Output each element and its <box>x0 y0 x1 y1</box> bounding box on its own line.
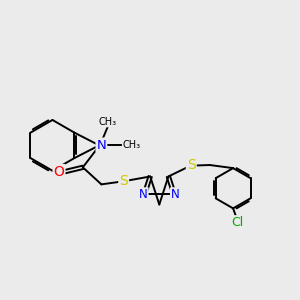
Text: Cl: Cl <box>232 216 244 229</box>
Text: O: O <box>53 165 64 179</box>
Text: N: N <box>97 139 106 152</box>
Text: S: S <box>119 174 128 188</box>
Text: CH₃: CH₃ <box>123 140 141 150</box>
Text: N: N <box>139 188 148 201</box>
Text: S: S <box>187 158 196 172</box>
Text: N: N <box>171 188 180 201</box>
Text: CH₃: CH₃ <box>98 116 117 127</box>
